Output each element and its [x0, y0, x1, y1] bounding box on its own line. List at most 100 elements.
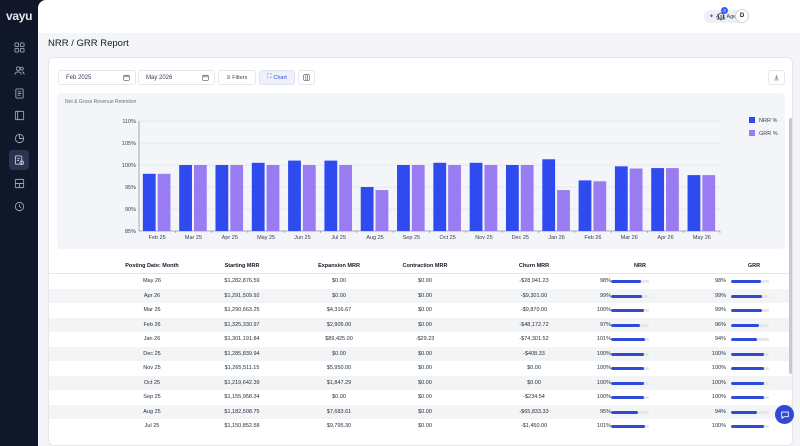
ask-agent-label: Ask Agent: [716, 13, 741, 20]
bar-grr: [302, 165, 316, 231]
cell-contraction-mrr: -$29.23: [415, 336, 435, 342]
start-date-input[interactable]: Feb 2025: [58, 70, 136, 85]
x-tick-label: Dec 25: [512, 235, 529, 241]
end-date-value: May 2026: [146, 74, 173, 81]
grr-progress-bar: [731, 294, 769, 298]
clock-icon: [14, 201, 24, 211]
pie-chart-icon: [14, 133, 24, 143]
grr-progress-fill: [731, 352, 764, 356]
vayu-logo: vayu: [6, 9, 33, 23]
cell-month: Mar 26: [143, 307, 161, 313]
cell-nrr-value: 100%: [596, 365, 611, 371]
table-row[interactable]: Feb 26 $1,325,330.97 $2,905.00 $0.00 -$48,17…: [49, 317, 792, 332]
report-icon: [14, 154, 24, 165]
bar-nrr: [397, 165, 410, 231]
sidebar-item-reports[interactable]: [9, 150, 29, 170]
table-row[interactable]: Apr 26 $1,291,509.92 $0.00 $0.00 -$9,301.00 9…: [49, 288, 792, 303]
y-tick-label: 90%: [125, 207, 136, 213]
sidebar-item-settings[interactable]: [9, 196, 29, 216]
cell-nrr-value: 100%: [596, 394, 611, 400]
header-nrr[interactable]: NRR: [634, 263, 646, 269]
cell-starting-mrr: $1,325,330.97: [224, 321, 260, 328]
x-tick-label: Feb 26: [584, 235, 601, 241]
download-button[interactable]: [768, 70, 785, 85]
cell-month: Apr 26: [143, 292, 161, 299]
avatar[interactable]: D: [735, 9, 749, 23]
cell-nrr-value: 100%: [596, 379, 611, 386]
cell-grr-value: 99%: [714, 292, 726, 299]
cell-expansion-mrr: $2,905.00: [326, 321, 352, 328]
header-expansion-mrr[interactable]: Expansion MRR: [318, 263, 360, 269]
cell-month: Nov 25: [143, 365, 161, 371]
y-tick-label: 100%: [122, 163, 136, 169]
cell-grr-value: 94%: [714, 408, 726, 415]
table-row[interactable]: Nov 25 $1,265,511.15 $5,950.00 $0.00 $0.00 10…: [49, 361, 792, 376]
bar-grr: [484, 165, 498, 231]
cell-expansion-mrr: $89,425.00: [325, 336, 353, 342]
cell-churn-mrr: -$74,301.52: [519, 336, 549, 342]
grr-progress-fill: [731, 309, 763, 312]
legend-swatch: [749, 117, 755, 123]
cell-expansion-mrr: $4,316.67: [326, 307, 352, 313]
sidebar-item-invoices[interactable]: [9, 83, 29, 103]
scrollbar[interactable]: [789, 118, 792, 374]
chart-icon: ⛶: [267, 74, 272, 80]
bar-nrr: [687, 175, 701, 231]
nrr-progress-fill: [611, 280, 642, 283]
bar-grr: [411, 165, 425, 231]
x-tick-label: Jun 25: [294, 235, 311, 241]
bar-grr: [557, 190, 570, 231]
cell-contraction-mrr: $0.00: [418, 394, 432, 400]
header-contraction-mrr[interactable]: Contraction MRR: [402, 263, 448, 269]
cell-nrr-value: 101%: [596, 423, 611, 429]
x-tick-label: Jan 26: [548, 235, 565, 241]
nrr-progress-bar: [611, 367, 649, 370]
grr-progress-bar: [731, 309, 769, 312]
table-row[interactable]: Jan 26 $1,301,191.84 $89,425.00 -$29.23 -$74…: [49, 332, 792, 347]
sidebar-item-products[interactable]: [9, 173, 29, 193]
header-churn-mrr[interactable]: Churn MRR: [518, 263, 550, 269]
nrr-progress-bar: [611, 280, 649, 283]
top-bar: ✦ Ask Agent: [38, 0, 800, 33]
table-row[interactable]: Mar 26 $1,290,663.25 $4,316.67 $0.00 -$9,870…: [49, 303, 792, 318]
sidebar-item-customers[interactable]: [9, 60, 29, 80]
book-icon: [14, 110, 24, 120]
chart-toggle-button[interactable]: ⛶ Chart: [259, 70, 295, 85]
filters-label: Filters: [232, 74, 248, 81]
start-date-value: Feb 2025: [66, 74, 92, 81]
cell-churn-mrr: -$9,870.00: [520, 307, 548, 313]
chart-title: Net & Gross Revenue Retention: [65, 99, 137, 105]
cell-nrr-value: 99%: [599, 292, 611, 299]
columns-button[interactable]: [298, 70, 315, 85]
cell-starting-mrr: $1,182,508.75: [224, 408, 260, 415]
cell-contraction-mrr: $0.00: [418, 350, 432, 357]
nrr-progress-fill: [611, 381, 644, 385]
sidebar-item-analytics[interactable]: [9, 128, 29, 148]
bar-nrr: [651, 168, 665, 231]
table-row[interactable]: Oct 25 $1,219,642.39 $1,847.29 $0.00 $0.00 10…: [49, 375, 792, 390]
cell-nrr-value: 100%: [596, 307, 611, 313]
header-posting-date[interactable]: Posting Date: Month: [125, 263, 179, 269]
sidebar-item-dashboard[interactable]: [9, 37, 29, 57]
filter-icon: ≡: [226, 74, 231, 81]
header-grr[interactable]: GRR: [747, 263, 761, 269]
filters-button[interactable]: ≡ Filters: [218, 70, 256, 85]
table-row[interactable]: Sep 25 $1,155,958.34 $0.00 $0.00 -$234.54 100…: [49, 390, 792, 405]
cell-grr-value: 100%: [711, 394, 726, 400]
chat-launcher-button[interactable]: [775, 405, 794, 424]
table-row[interactable]: Jul 25 $1,150,852.58 $9,795.30 $0.00 -$1,450…: [49, 419, 792, 434]
sidebar-item-contracts[interactable]: [9, 105, 29, 125]
cell-nrr-value: 101%: [596, 336, 611, 342]
x-tick-label: Nov 25: [475, 235, 492, 241]
end-date-input[interactable]: May 2026: [138, 70, 215, 85]
cell-contraction-mrr: $0.00: [418, 423, 432, 429]
header-starting-mrr[interactable]: Starting MRR: [224, 263, 260, 269]
table-row[interactable]: Aug 25 $1,182,508.75 $7,683.61 $0.00 -$65,83…: [49, 404, 792, 419]
cell-grr-value: 99%: [714, 307, 726, 313]
table-row[interactable]: May 26 $1,282,876.59 $0.00 $0.00 -$28,941.23…: [49, 274, 792, 289]
bar-nrr: [360, 187, 374, 231]
x-tick-label: Mar 26: [621, 235, 638, 241]
table-row[interactable]: Dec 25 $1,285,839.94 $0.00 $0.00 -$408.33 100…: [49, 346, 792, 361]
cell-starting-mrr: $1,219,642.39: [224, 379, 260, 386]
cell-expansion-mrr: $0.00: [332, 292, 346, 299]
